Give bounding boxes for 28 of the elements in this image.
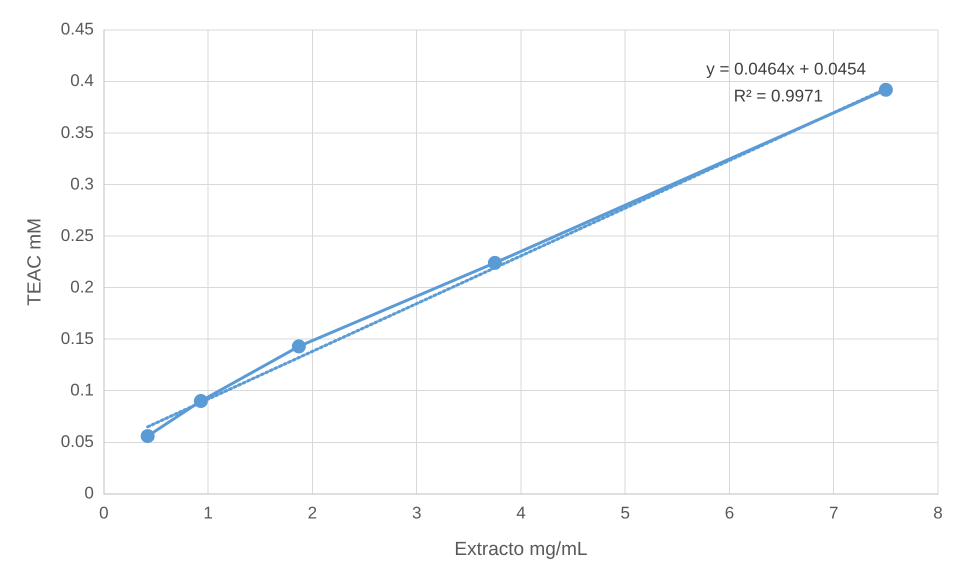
x-tick-label: 1 [203,504,213,523]
point [140,429,155,444]
y-tick-label: 0.4 [70,71,94,90]
x-tick-label: 4 [516,504,526,523]
x-axis-title: Extracto mg/mL [454,538,588,560]
y-tick-label: 0.2 [70,277,94,296]
y-tick-label: 0 [84,483,94,502]
annotation: y = 0.0464x + 0.0454 [706,60,866,79]
point [878,82,893,97]
x-tick-label: 2 [308,504,318,523]
point [292,339,306,354]
x-tick-label: 3 [412,504,422,523]
y-tick-label: 0.3 [70,174,94,194]
y-tick-label: 0.45 [60,20,94,39]
y-tick-label: 0.15 [60,328,94,348]
annotation: R² = 0.9971 [734,86,823,106]
point [488,256,502,270]
y-tick-label: 0.05 [60,432,94,451]
y-tick-label: 0.1 [70,380,94,400]
x-tick-label: 8 [933,504,943,523]
x-tick-label: 5 [620,504,630,523]
x-tick-label: 7 [829,504,838,523]
x-tick-label: 6 [724,504,734,523]
point [194,394,208,408]
y-tick-label: 0.35 [60,122,94,142]
y-tick-label: 0.25 [60,226,94,245]
y-axis-title: TEAC mM [24,218,46,306]
x-tick-label: 0 [99,504,109,523]
